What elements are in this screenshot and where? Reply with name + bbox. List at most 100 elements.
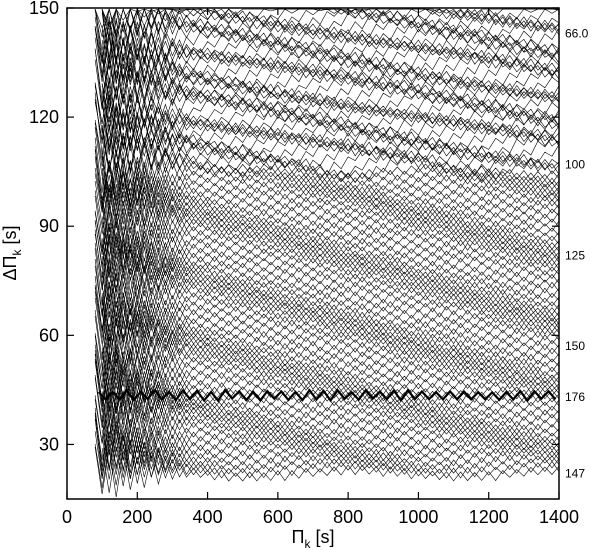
series-line xyxy=(101,265,560,308)
series-line xyxy=(94,92,560,155)
series-line xyxy=(94,297,560,349)
series-line xyxy=(101,98,560,154)
series-line xyxy=(94,25,560,85)
series-line xyxy=(101,297,560,341)
y-axis-label-sub: k xyxy=(10,248,24,255)
series-line xyxy=(101,12,560,64)
series-line xyxy=(94,248,560,306)
series-line xyxy=(101,429,560,475)
series-line xyxy=(94,195,560,248)
series-line xyxy=(94,241,560,292)
y-tick-label: 120 xyxy=(29,107,59,127)
bold-series-line xyxy=(97,388,557,403)
series-line xyxy=(101,367,560,412)
series-line xyxy=(94,48,560,100)
right-label: 147 xyxy=(565,467,585,481)
series-line xyxy=(101,446,560,493)
series-line xyxy=(94,146,560,201)
series-line xyxy=(94,219,560,269)
x-axis-label-sub: k xyxy=(304,537,311,550)
series-line xyxy=(94,221,560,265)
series-line xyxy=(101,118,560,173)
series-line xyxy=(94,446,560,498)
series-line xyxy=(94,28,560,83)
x-tick-label: 400 xyxy=(193,507,223,527)
series-line xyxy=(101,8,560,34)
x-tick-label: 200 xyxy=(122,507,152,527)
series-line xyxy=(101,83,560,133)
series-line xyxy=(94,350,560,402)
series-line xyxy=(101,293,560,333)
series-line xyxy=(94,309,560,360)
right-label: 150 xyxy=(565,339,585,353)
series-line xyxy=(101,321,560,365)
series-line xyxy=(101,128,560,174)
series-line xyxy=(94,291,560,342)
series-line xyxy=(94,375,560,423)
series-line xyxy=(94,37,560,87)
series-line xyxy=(101,158,560,210)
series-line xyxy=(101,299,560,348)
series-line xyxy=(94,335,560,390)
series-line xyxy=(94,173,560,218)
series-line xyxy=(94,8,559,38)
x-tick-label: 1400 xyxy=(539,507,579,527)
series-line xyxy=(94,418,560,477)
series-line xyxy=(101,173,560,216)
series-line xyxy=(101,328,560,379)
right-label: 66.0 xyxy=(565,26,589,40)
series-line xyxy=(101,216,560,259)
series-line xyxy=(94,392,560,444)
series-line xyxy=(94,352,560,405)
y-axis-label: ΔΠk [s] xyxy=(0,225,24,280)
series-line xyxy=(101,222,560,271)
series-line xyxy=(94,149,560,204)
x-tick-label: 1000 xyxy=(398,507,438,527)
y-tick-label: 60 xyxy=(39,325,59,345)
series-line xyxy=(101,365,560,419)
x-axis-ticks: 0 200 400 600 800 1000 1200 1400 xyxy=(62,8,579,527)
series-line xyxy=(101,284,560,333)
y-axis-label-unit: [s] xyxy=(0,225,20,244)
series-line xyxy=(101,150,560,204)
x-tick-label: 0 xyxy=(62,507,72,527)
series-line xyxy=(94,9,560,65)
series-line xyxy=(94,9,560,65)
series-line xyxy=(101,311,560,364)
series-line xyxy=(94,212,560,256)
x-axis-label-unit: [s] xyxy=(315,527,334,547)
series-line xyxy=(94,258,560,315)
series-line xyxy=(94,354,560,411)
series-line xyxy=(94,265,560,317)
series-line xyxy=(94,164,560,208)
plot-frame xyxy=(66,7,560,500)
series-line xyxy=(101,420,560,472)
series-line xyxy=(101,255,560,302)
series-line xyxy=(101,8,560,28)
series-line xyxy=(101,79,560,131)
series-line xyxy=(101,101,560,156)
series-line xyxy=(101,402,560,450)
series-line xyxy=(94,180,560,226)
right-labels: 66.0 100 125 150 176 147 xyxy=(565,26,589,480)
series-line xyxy=(94,344,560,389)
series-line xyxy=(101,232,560,278)
series-line xyxy=(101,177,560,233)
series-line xyxy=(101,308,560,351)
series-line xyxy=(94,7,560,51)
series-line xyxy=(101,204,560,258)
series-line xyxy=(94,122,560,175)
series-line xyxy=(101,244,560,299)
x-tick-label: 1200 xyxy=(469,507,509,527)
series-line xyxy=(101,391,560,439)
series-line xyxy=(94,206,560,253)
series-line xyxy=(94,70,560,124)
series-line xyxy=(101,42,560,90)
series-line xyxy=(101,414,560,469)
series-line xyxy=(101,358,560,409)
y-tick-label: 30 xyxy=(39,434,59,454)
series-line xyxy=(101,271,560,321)
series-line xyxy=(94,406,560,460)
right-label: 100 xyxy=(565,157,585,171)
